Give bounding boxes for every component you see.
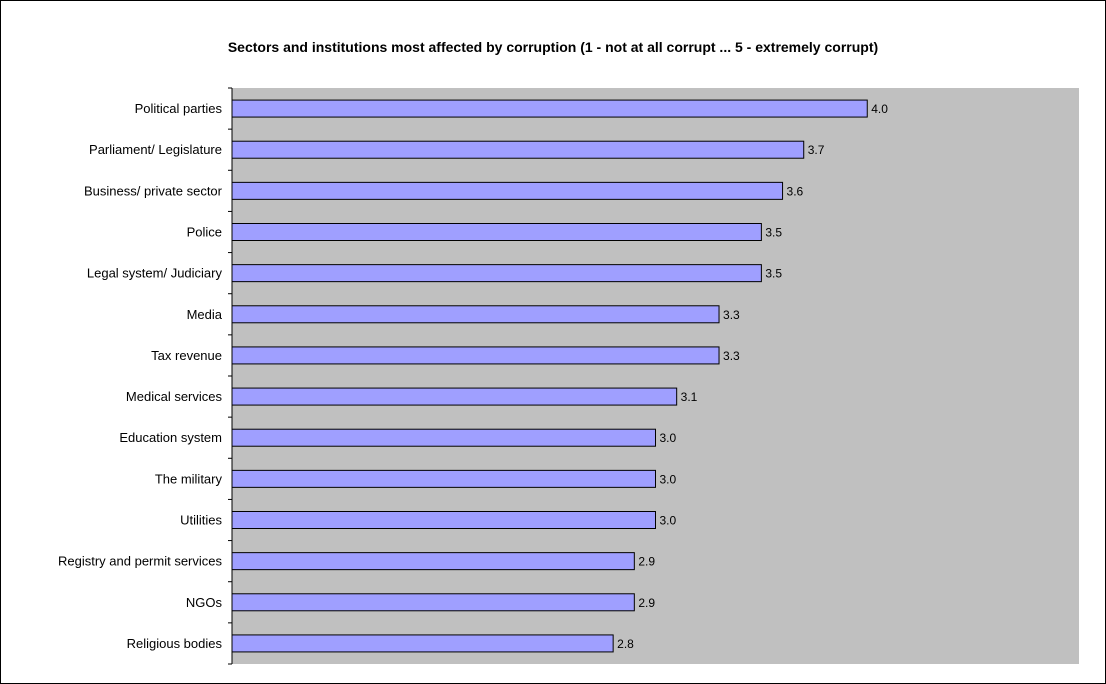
bar bbox=[231, 634, 614, 653]
bar bbox=[231, 387, 678, 406]
category-label: The military bbox=[155, 471, 223, 486]
category-label: Parliament/ Legislature bbox=[89, 142, 222, 157]
plot-area bbox=[232, 88, 1079, 664]
bar bbox=[231, 99, 868, 118]
bar bbox=[231, 469, 656, 488]
bar bbox=[231, 305, 720, 324]
category-labels-group: Political parties Parliament/ Legislature… bbox=[58, 101, 223, 651]
bar bbox=[231, 223, 762, 241]
value-label: 3.5 bbox=[765, 226, 782, 240]
value-label: 3.0 bbox=[660, 514, 677, 528]
category-label: Business/ private sector bbox=[84, 183, 223, 198]
value-label: 2.9 bbox=[638, 555, 655, 569]
bar bbox=[231, 346, 720, 365]
bars-group bbox=[231, 99, 868, 653]
value-label: 3.3 bbox=[723, 308, 740, 322]
value-label: 3.0 bbox=[660, 431, 677, 445]
bar bbox=[231, 428, 656, 447]
bar bbox=[231, 552, 635, 571]
category-label: Education system bbox=[119, 430, 222, 445]
value-label: 3.0 bbox=[660, 472, 677, 486]
category-label: Religious bodies bbox=[127, 636, 223, 651]
bar bbox=[231, 181, 784, 200]
value-label: 3.7 bbox=[808, 143, 825, 157]
y-axis bbox=[228, 87, 233, 665]
value-label: 3.6 bbox=[787, 184, 804, 198]
value-label: 3.1 bbox=[681, 390, 698, 404]
bar bbox=[231, 140, 805, 159]
bar bbox=[231, 511, 656, 529]
value-label: 2.8 bbox=[617, 637, 634, 651]
category-label: Utilities bbox=[180, 513, 222, 528]
category-label: Political parties bbox=[135, 101, 223, 116]
category-label: NGOs bbox=[186, 595, 223, 610]
value-label: 4.0 bbox=[871, 102, 888, 116]
value-label: 3.3 bbox=[723, 349, 740, 363]
value-labels-group: 4.0 3.7 3.6 3.5 3.5 3.3 3.3 3.1 3.0 3.0 3.0 2.9 2.9 2… bbox=[617, 102, 888, 651]
value-label: 2.9 bbox=[638, 596, 655, 610]
category-label: Medical services bbox=[126, 389, 223, 404]
category-label: Police bbox=[187, 225, 222, 240]
category-label: Legal system/ Judiciary bbox=[87, 266, 223, 281]
bar bbox=[231, 264, 762, 283]
chart-title: Sectors and institutions most affected b… bbox=[227, 39, 879, 55]
category-label: Media bbox=[187, 307, 223, 322]
value-label: 3.5 bbox=[765, 267, 782, 281]
category-label: Tax revenue bbox=[151, 348, 222, 363]
bar bbox=[231, 593, 635, 612]
category-label: Registry and permit services bbox=[58, 554, 222, 569]
